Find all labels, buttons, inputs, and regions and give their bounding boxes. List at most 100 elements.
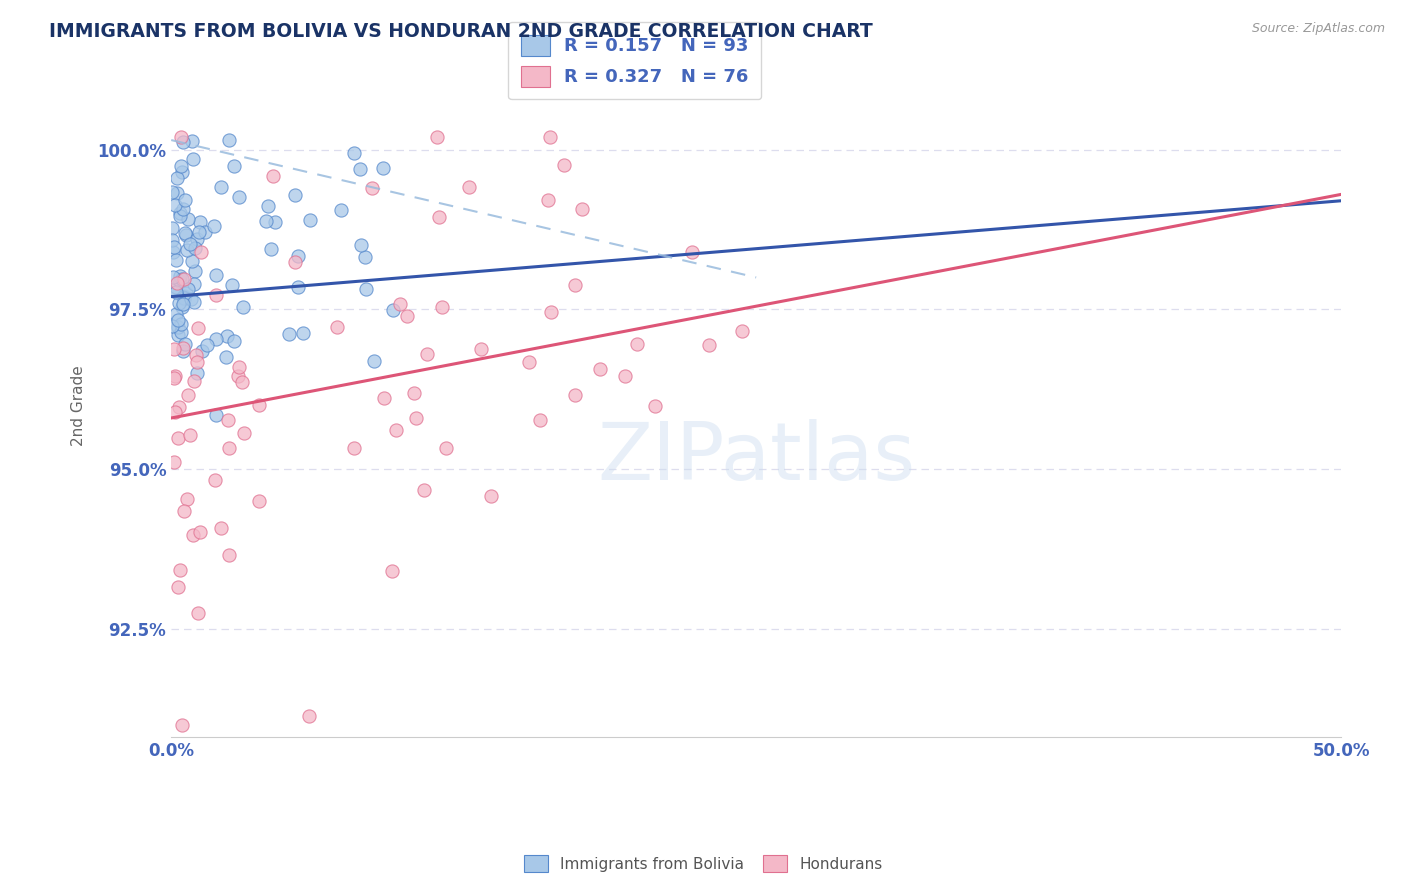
Point	[361, 180, 384, 194]
Point	[172, 202, 194, 216]
Point	[218, 548, 240, 562]
Point	[284, 188, 307, 202]
Point	[177, 212, 200, 227]
Point	[284, 254, 307, 268]
Point	[209, 521, 232, 535]
Point	[299, 212, 322, 227]
Point	[170, 272, 193, 286]
Point	[181, 528, 204, 542]
Point	[162, 244, 184, 259]
Point	[214, 351, 236, 365]
Point	[162, 233, 184, 247]
Point	[163, 198, 186, 212]
Point	[167, 313, 190, 327]
Text: Source: ZipAtlas.com: Source: ZipAtlas.com	[1251, 22, 1385, 36]
Point	[181, 152, 204, 166]
Point	[169, 209, 191, 223]
Point	[538, 129, 561, 144]
Text: ZIPatlas: ZIPatlas	[598, 419, 915, 498]
Point	[205, 408, 228, 422]
Point	[186, 367, 208, 381]
Point	[166, 327, 188, 342]
Point	[287, 249, 309, 263]
Point	[173, 291, 195, 305]
Point	[162, 281, 184, 295]
Point	[167, 319, 190, 334]
Legend: Immigrants from Bolivia, Hondurans: Immigrants from Bolivia, Hondurans	[516, 847, 890, 880]
Point	[176, 388, 198, 402]
Point	[187, 606, 209, 620]
Point	[186, 355, 208, 369]
Point	[415, 347, 437, 361]
Point	[202, 219, 225, 234]
Point	[343, 441, 366, 455]
Point	[170, 717, 193, 731]
Point	[162, 371, 184, 385]
Point	[172, 300, 194, 314]
Point	[169, 268, 191, 283]
Point	[170, 129, 193, 144]
Point	[277, 326, 299, 341]
Point	[381, 564, 404, 578]
Point	[173, 289, 195, 303]
Point	[190, 344, 212, 359]
Point	[389, 297, 412, 311]
Point	[162, 221, 184, 235]
Point	[174, 227, 197, 242]
Point	[571, 202, 593, 216]
Point	[613, 368, 636, 383]
Point	[260, 243, 283, 257]
Point	[172, 344, 194, 359]
Point	[226, 369, 249, 384]
Point	[176, 492, 198, 507]
Point	[170, 159, 193, 173]
Point	[298, 709, 321, 723]
Point	[170, 317, 193, 331]
Point	[183, 374, 205, 388]
Point	[179, 427, 201, 442]
Point	[404, 386, 426, 401]
Point	[172, 297, 194, 311]
Point	[263, 215, 285, 229]
Point	[170, 165, 193, 179]
Point	[184, 241, 207, 255]
Point	[247, 494, 270, 508]
Point	[174, 194, 197, 208]
Point	[172, 135, 194, 149]
Point	[405, 410, 427, 425]
Point	[222, 160, 245, 174]
Point	[162, 185, 184, 199]
Point	[426, 129, 449, 144]
Point	[349, 162, 371, 177]
Point	[163, 240, 186, 254]
Point	[166, 276, 188, 290]
Point	[179, 237, 201, 252]
Point	[353, 251, 375, 265]
Point	[187, 225, 209, 239]
Point	[180, 293, 202, 307]
Point	[176, 243, 198, 257]
Point	[172, 342, 194, 356]
Point	[218, 133, 240, 147]
Point	[187, 321, 209, 335]
Point	[326, 319, 349, 334]
Point	[589, 361, 612, 376]
Point	[167, 580, 190, 594]
Point	[204, 288, 226, 302]
Point	[183, 295, 205, 310]
Point	[165, 285, 187, 300]
Point	[681, 244, 703, 259]
Point	[165, 405, 187, 419]
Point	[162, 455, 184, 469]
Point	[204, 473, 226, 487]
Point	[350, 238, 373, 252]
Point	[183, 277, 205, 291]
Point	[173, 292, 195, 306]
Point	[218, 441, 240, 455]
Point	[232, 300, 254, 314]
Point	[233, 425, 256, 440]
Point	[217, 329, 239, 343]
Point	[222, 334, 245, 348]
Point	[262, 169, 284, 183]
Point	[343, 146, 366, 161]
